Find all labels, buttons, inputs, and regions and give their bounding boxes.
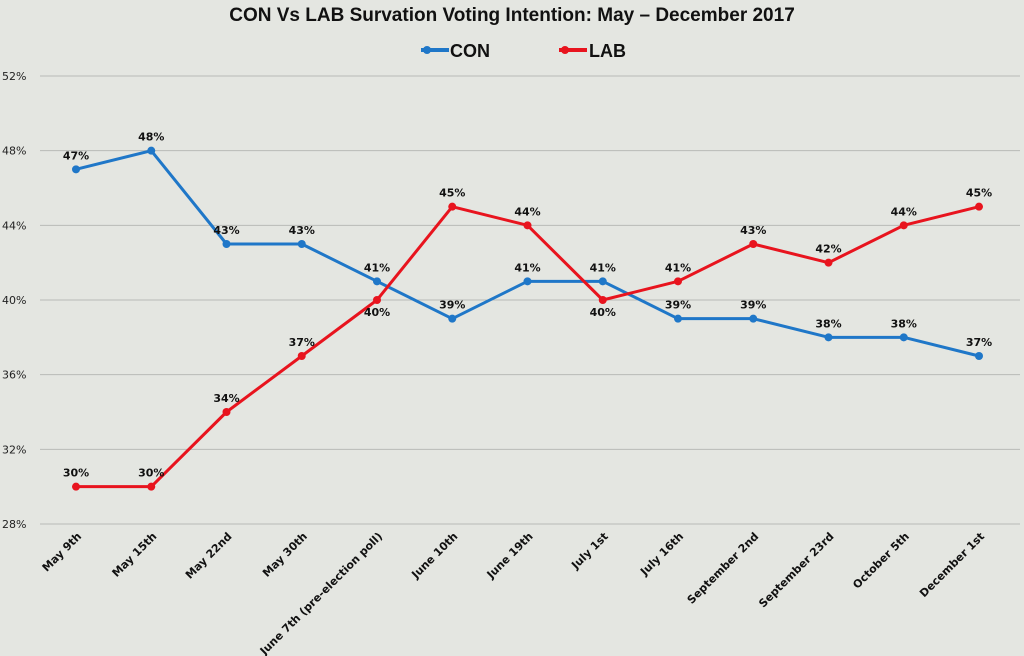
data-label: 48% (138, 131, 164, 144)
data-label: 37% (289, 336, 315, 349)
data-label: 41% (364, 261, 390, 274)
x-tick-label: September 23rd (756, 530, 836, 610)
data-point (72, 165, 80, 174)
legend-item-con: CON (421, 41, 490, 61)
x-tick-label: July 1st (568, 530, 611, 573)
data-point (373, 296, 381, 304)
data-point (975, 202, 983, 211)
legend-marker-lab (561, 46, 569, 54)
y-tick-label: 40% (2, 294, 26, 307)
x-tick-label: May 22nd (183, 530, 235, 582)
y-tick-label: 32% (2, 443, 26, 456)
x-tick-label: September 2nd (685, 530, 762, 607)
y-tick-label: 48% (2, 145, 26, 158)
data-label: 41% (665, 261, 691, 274)
data-point (749, 240, 758, 248)
data-point (147, 146, 156, 155)
data-point (147, 482, 156, 491)
data-point (297, 240, 306, 248)
x-tick-label: May 9th (40, 530, 84, 574)
data-label: 47% (63, 149, 89, 162)
data-label: 30% (63, 467, 89, 480)
data-point (598, 296, 607, 304)
data-point (448, 314, 457, 323)
x-tick-label: May 15th (110, 530, 160, 580)
data-label: 44% (514, 205, 540, 218)
x-tick-label: October 5th (850, 530, 912, 592)
data-point (674, 277, 682, 286)
data-point (824, 258, 833, 267)
legend: CON LAB (421, 41, 626, 61)
series-lines (72, 146, 983, 491)
y-tick-label: 44% (2, 219, 26, 232)
x-tick-label: June 19th (484, 530, 536, 582)
data-label: 44% (891, 205, 917, 218)
series-line-con (75, 149, 980, 358)
y-tick-label: 36% (2, 369, 26, 382)
data-label: 37% (966, 336, 992, 349)
data-point (222, 408, 231, 416)
data-label: 43% (213, 224, 239, 237)
data-label: 42% (815, 243, 841, 256)
legend-label-con: CON (450, 41, 490, 61)
data-label: 38% (891, 317, 917, 330)
x-tick-label: June 10th (408, 530, 460, 582)
data-label: 30% (138, 467, 164, 480)
data-label: 39% (439, 299, 465, 312)
y-axis-ticks: 28% 32% 36% 40% 44% 48% 52% (2, 70, 26, 531)
data-point (523, 277, 532, 286)
data-point (222, 240, 231, 248)
data-labels: 47% 48% 43% 43% 41% 39% 41% 41% 39% 39% 38% 38% 37% 3… (63, 131, 992, 480)
data-label: 45% (439, 187, 465, 200)
data-label: 40% (590, 306, 616, 319)
legend-item-lab: LAB (559, 41, 626, 61)
data-label: 43% (740, 224, 766, 237)
data-point (975, 352, 983, 360)
data-point (674, 314, 682, 323)
data-label: 41% (514, 261, 540, 274)
x-tick-label: December 1st (917, 530, 987, 600)
grid-lines (40, 75, 1020, 525)
data-label: 38% (815, 317, 841, 330)
data-label: 41% (590, 261, 616, 274)
chart-title: CON Vs LAB Survation Voting Intention: M… (229, 5, 795, 26)
data-label: 40% (364, 306, 390, 319)
x-tick-label: May 30th (260, 530, 310, 580)
data-point (899, 333, 908, 342)
data-label: 39% (740, 299, 766, 312)
data-point (824, 333, 833, 342)
data-point (72, 482, 80, 491)
y-tick-label: 52% (2, 70, 26, 83)
data-label: 34% (213, 392, 239, 405)
data-label: 43% (289, 224, 315, 237)
x-tick-label: June 7th (pre-election poll) (257, 530, 385, 656)
y-tick-label: 28% (2, 518, 26, 531)
data-point (373, 277, 381, 286)
legend-marker-con (423, 46, 431, 54)
data-point (523, 221, 532, 230)
data-point (448, 202, 457, 211)
legend-label-lab: LAB (589, 41, 626, 61)
series-line-lab (76, 205, 980, 489)
data-point (297, 352, 306, 360)
data-label: 39% (665, 299, 691, 312)
data-label: 45% (966, 187, 992, 200)
data-point (598, 277, 607, 286)
x-tick-label: July 16th (637, 530, 686, 579)
data-point (899, 221, 908, 230)
data-point (749, 314, 758, 323)
